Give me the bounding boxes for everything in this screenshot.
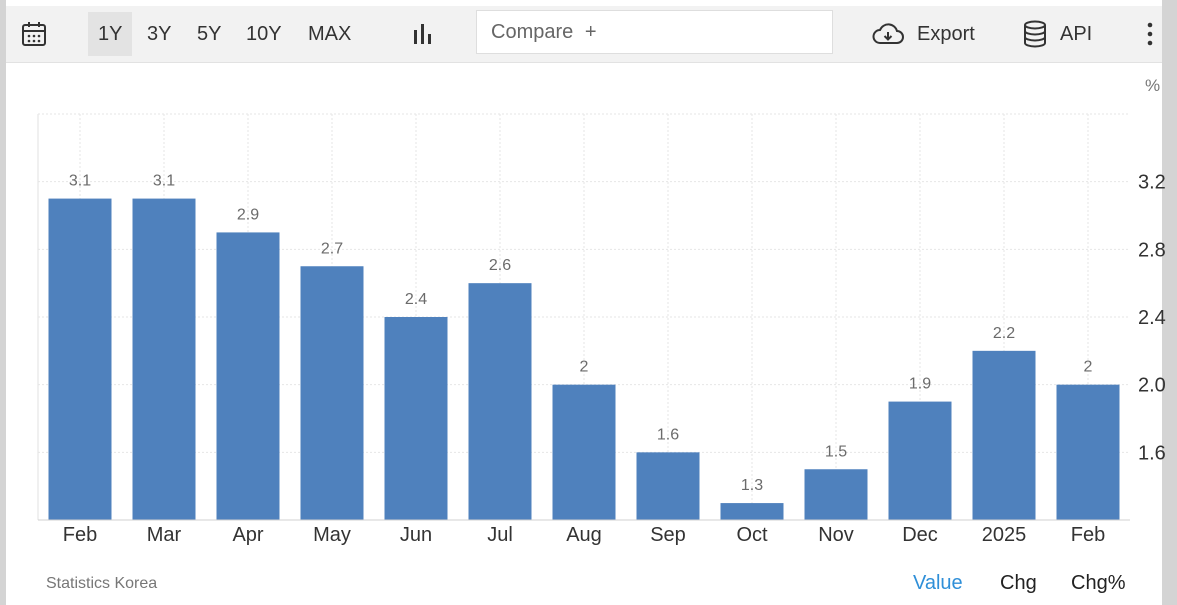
y-tick-label: 3.2 (1138, 172, 1166, 194)
x-tick-label: Mar (147, 524, 182, 546)
compare-plus-icon: + (584, 21, 597, 43)
x-tick-label: Feb (63, 524, 97, 546)
compare-input[interactable]: Compare + (476, 10, 833, 54)
bar-value-label: 2.9 (237, 206, 259, 223)
x-tick-label: May (313, 524, 351, 546)
x-tick-label: Jun (400, 524, 432, 546)
bar[interactable] (972, 350, 1036, 520)
bar[interactable] (468, 283, 532, 520)
range-5y-button[interactable]: 5Y (197, 23, 222, 45)
cloud-download-icon[interactable] (868, 12, 908, 56)
bar[interactable] (552, 384, 616, 520)
api-button[interactable]: API (1060, 23, 1093, 45)
bar-value-label: 2.2 (993, 325, 1015, 342)
more-options-icon[interactable] (1140, 12, 1160, 56)
range-max-button[interactable]: MAX (308, 23, 352, 45)
bar-value-label: 1.9 (909, 376, 931, 393)
bar[interactable] (636, 452, 700, 520)
x-tick-label: Nov (818, 524, 854, 546)
calendar-icon[interactable] (14, 12, 54, 56)
x-tick-label: Oct (736, 524, 768, 546)
bar[interactable] (1056, 384, 1120, 520)
x-tick-label: Feb (1071, 524, 1105, 546)
bar-value-label: 2 (580, 359, 589, 376)
bar[interactable] (720, 503, 784, 520)
bar[interactable] (300, 266, 364, 520)
bar[interactable] (384, 317, 448, 520)
y-tick-label: 2.8 (1138, 239, 1166, 261)
bar[interactable] (216, 232, 280, 520)
bars (48, 198, 1120, 521)
export-button[interactable]: Export (917, 23, 975, 45)
y-tick-label: 2.0 (1138, 375, 1166, 397)
database-icon[interactable] (1020, 12, 1050, 56)
x-tick-label: Apr (232, 524, 263, 546)
bar-value-label: 2 (1084, 359, 1093, 376)
value-labels: 3.1 3.1 2.9 2.7 2.4 2.6 2 1.6 1.3 1.5 1.9 2.2 2 (69, 173, 1093, 495)
bar-value-label: 2.6 (489, 257, 511, 274)
bar[interactable] (48, 198, 112, 521)
view-chg-pct-button[interactable]: Chg% (1071, 572, 1126, 594)
x-tick-label: 2025 (982, 524, 1027, 546)
range-3y-button[interactable]: 3Y (147, 23, 172, 45)
bar-chart-icon[interactable] (404, 12, 440, 56)
bar[interactable] (888, 401, 952, 520)
toolbar: 1Y 3Y 5Y 10Y MAX Compare + Export API (6, 6, 1162, 63)
range-1y-button[interactable]: 1Y (88, 12, 133, 56)
x-tick-label: Dec (902, 524, 938, 546)
bar-value-label: 2.7 (321, 240, 343, 257)
x-tick-label: Jul (487, 524, 513, 546)
unit-label: % (1145, 76, 1161, 95)
y-tick-label: 2.4 (1138, 307, 1166, 329)
bar-value-label: 1.3 (741, 477, 763, 494)
x-axis: Feb Mar Apr May Jun Jul Aug Sep Oct Nov Dec 2025 Feb (38, 519, 1130, 546)
y-tick-label: 1.6 (1138, 442, 1166, 464)
bar-value-label: 3.1 (69, 173, 91, 190)
bar-value-label: 2.4 (405, 291, 427, 308)
bar-value-label: 3.1 (153, 173, 175, 190)
bar-value-label: 1.6 (657, 426, 679, 443)
view-chg-button[interactable]: Chg (1000, 572, 1037, 594)
bar[interactable] (132, 198, 196, 521)
y-axis: 3.2 2.8 2.4 2.0 1.6 (1138, 172, 1166, 465)
range-10y-button[interactable]: 10Y (246, 23, 282, 45)
view-value-button[interactable]: Value (913, 572, 963, 594)
x-tick-label: Sep (650, 524, 686, 546)
x-tick-label: Aug (566, 524, 602, 546)
compare-placeholder: Compare (491, 21, 574, 43)
bar-value-label: 1.5 (825, 443, 847, 460)
source-label: Statistics Korea (46, 575, 158, 592)
bar[interactable] (804, 469, 868, 520)
